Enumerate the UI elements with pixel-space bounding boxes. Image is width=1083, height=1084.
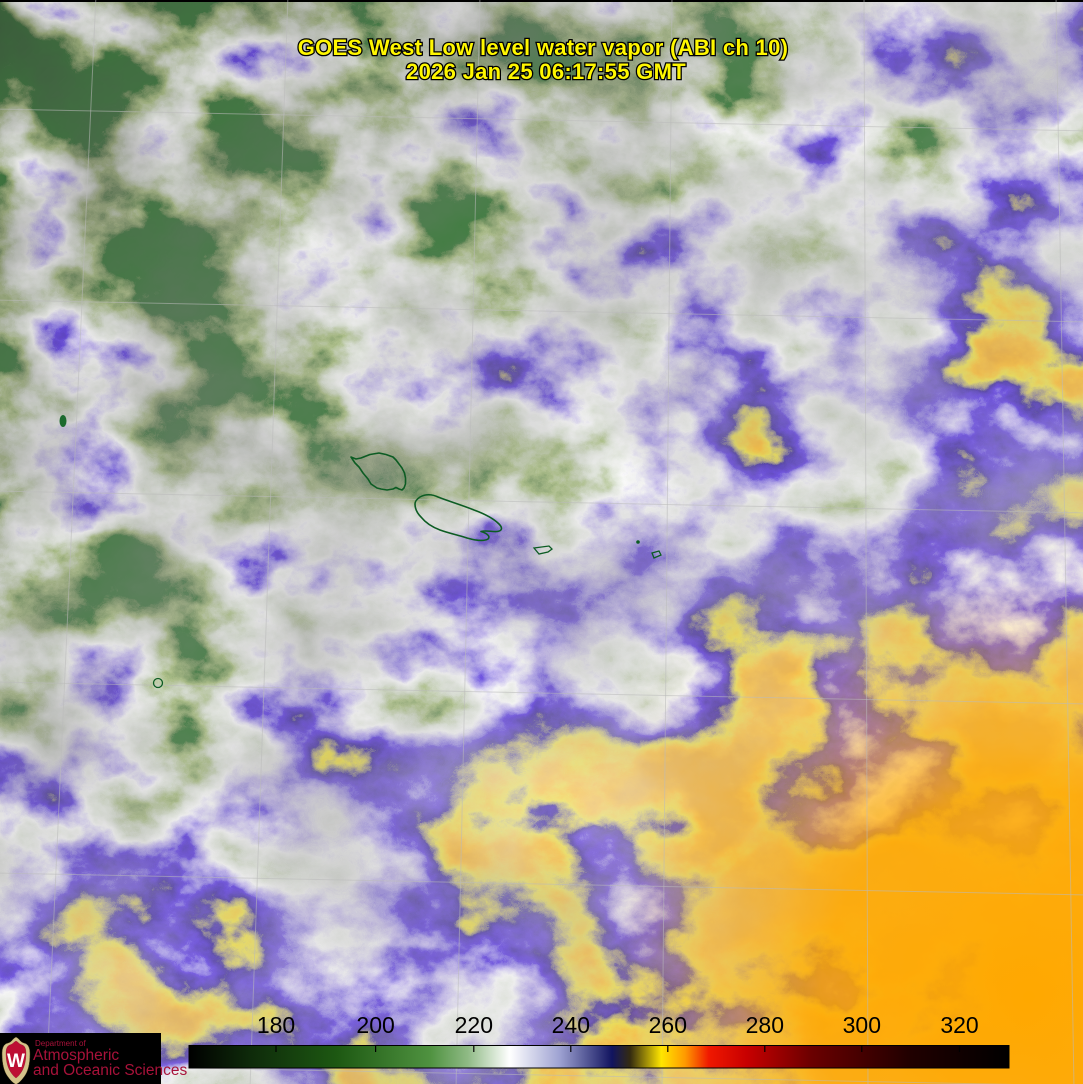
svg-text:W: W <box>7 1051 25 1072</box>
svg-text:and Oceanic Sciences: and Oceanic Sciences <box>33 1062 187 1079</box>
